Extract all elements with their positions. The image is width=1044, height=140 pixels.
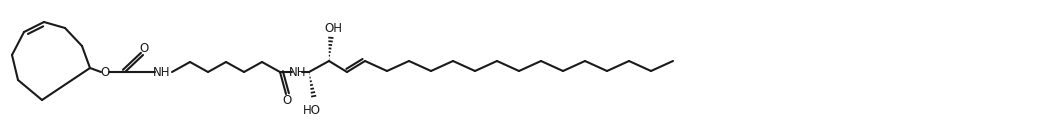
Text: O: O bbox=[282, 94, 291, 107]
Text: O: O bbox=[100, 66, 110, 79]
Text: NH: NH bbox=[153, 66, 171, 79]
Text: HO: HO bbox=[303, 103, 321, 116]
Text: O: O bbox=[140, 41, 148, 54]
Text: NH: NH bbox=[289, 66, 307, 79]
Text: OH: OH bbox=[324, 22, 342, 34]
